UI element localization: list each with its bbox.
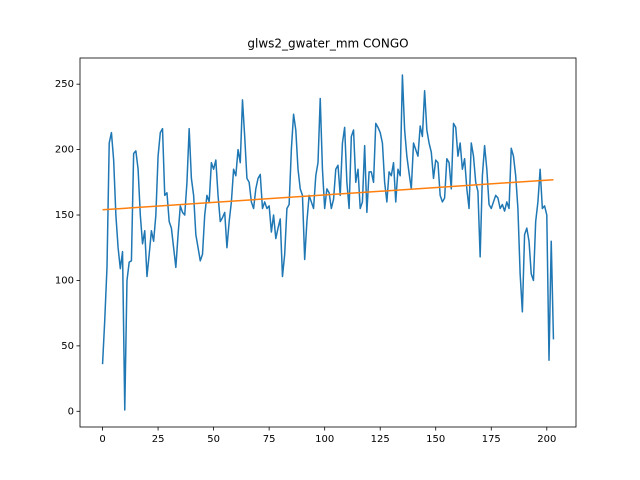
y-tick-label: 50 bbox=[61, 341, 74, 352]
x-tick-label: 150 bbox=[426, 434, 445, 445]
plot-frame bbox=[79, 57, 577, 428]
y-tick-label: 250 bbox=[55, 79, 74, 90]
x-tick-label: 25 bbox=[152, 434, 165, 445]
y-tick-label: 200 bbox=[55, 145, 74, 156]
y-tick-label: 100 bbox=[55, 275, 74, 286]
y-tick-label: 0 bbox=[68, 406, 74, 417]
y-tick-label: 150 bbox=[55, 210, 74, 221]
x-tick-label: 200 bbox=[537, 434, 556, 445]
x-tick-label: 175 bbox=[482, 434, 501, 445]
data-line bbox=[101, 74, 555, 411]
x-tick-label: 125 bbox=[371, 434, 390, 445]
data-line bbox=[102, 178, 554, 211]
x-tick-label: 0 bbox=[99, 434, 105, 445]
x-tick-label: 75 bbox=[263, 434, 276, 445]
chart-title: glws2_gwater_mm CONGO bbox=[247, 37, 408, 51]
x-tick-label: 50 bbox=[207, 434, 220, 445]
x-tick-label: 100 bbox=[315, 434, 334, 445]
